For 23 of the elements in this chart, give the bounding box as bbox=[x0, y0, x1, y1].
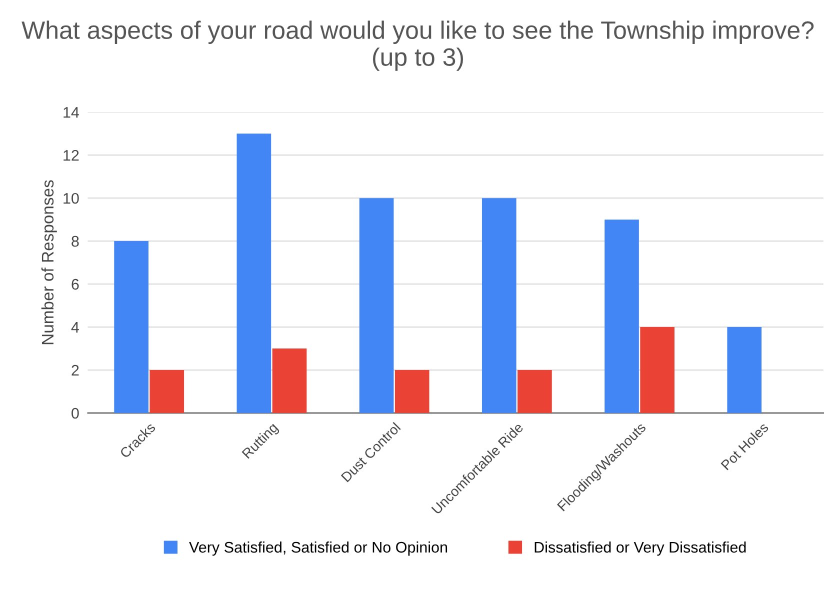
y-tick-label: 4 bbox=[71, 322, 79, 333]
bar bbox=[604, 220, 639, 413]
bar bbox=[236, 134, 272, 413]
bar bbox=[640, 327, 674, 413]
y-axis-title: Number of Responses bbox=[41, 180, 57, 344]
y-tick-label: 2 bbox=[72, 364, 79, 376]
legend-label: Dissatisfied or Very Dissatisfied bbox=[534, 541, 746, 556]
bar bbox=[359, 198, 394, 413]
y-tick-label: 0 bbox=[72, 408, 79, 419]
bar bbox=[518, 370, 552, 413]
chart-title: What aspects of your road would you like to see the Township improve? (up to 3) bbox=[22, 20, 814, 71]
legend-label: Very Satisfied, Satisfied or No Opinion bbox=[189, 541, 448, 556]
bar bbox=[150, 370, 184, 413]
y-tick-label: 8 bbox=[72, 236, 79, 247]
bar bbox=[394, 370, 430, 413]
y-tick-label: 10 bbox=[64, 192, 79, 204]
y-tick-label: 14 bbox=[64, 107, 79, 118]
y-tick-label: 6 bbox=[72, 278, 79, 290]
bar bbox=[727, 327, 762, 413]
y-tick-label: 12 bbox=[64, 150, 79, 161]
bar bbox=[114, 241, 148, 413]
bar bbox=[272, 348, 307, 413]
bar bbox=[482, 198, 516, 413]
